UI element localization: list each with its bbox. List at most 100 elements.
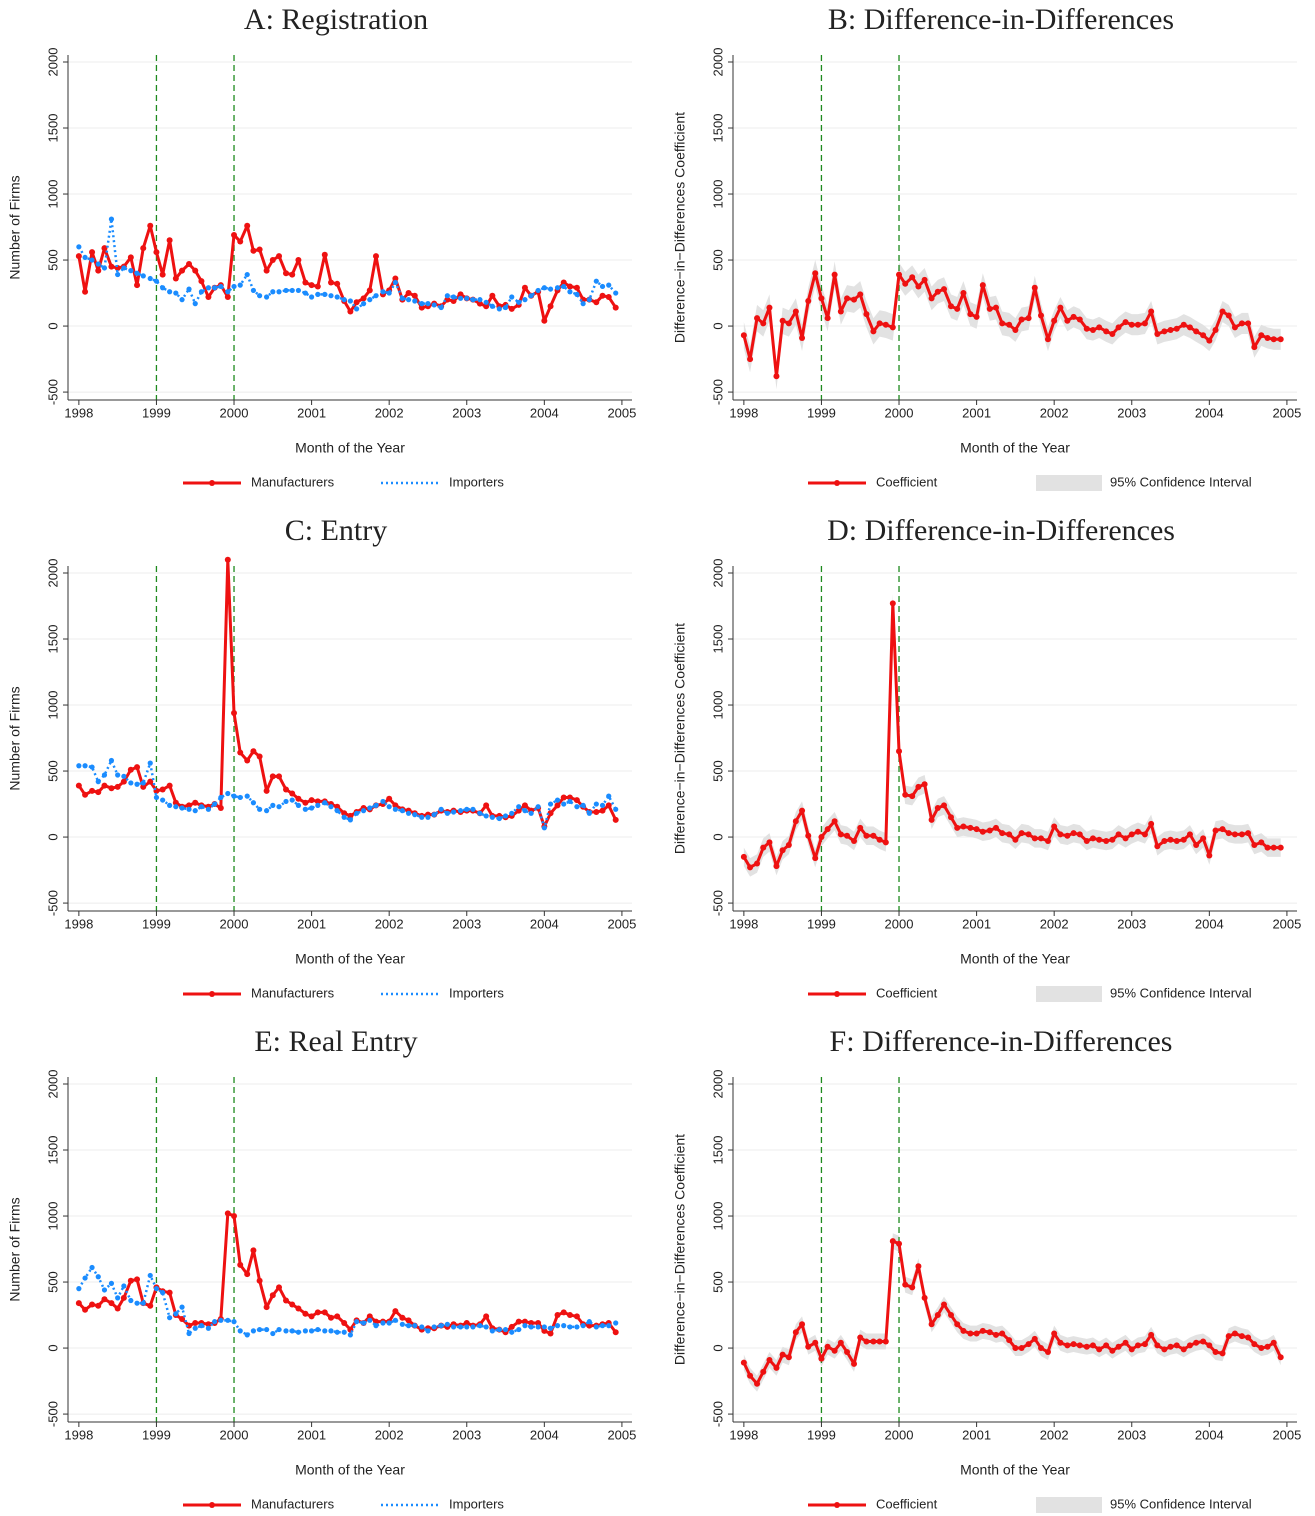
- point: [1219, 308, 1226, 315]
- point: [1277, 1354, 1284, 1361]
- point: [405, 1323, 412, 1329]
- point: [921, 781, 928, 788]
- point: [1141, 831, 1148, 838]
- point: [779, 847, 786, 854]
- point: [606, 282, 612, 288]
- x-tick-label: 2005: [1272, 916, 1301, 931]
- point: [159, 271, 166, 278]
- point: [508, 305, 515, 312]
- point: [561, 801, 567, 807]
- point: [915, 783, 922, 790]
- y-tick-label: 0: [710, 1344, 725, 1351]
- point: [1270, 1339, 1277, 1346]
- point: [747, 1372, 754, 1379]
- point: [282, 786, 289, 793]
- point: [1109, 330, 1116, 337]
- point: [405, 290, 412, 297]
- point: [114, 1305, 121, 1312]
- point: [450, 297, 457, 304]
- point: [605, 802, 612, 809]
- point: [250, 800, 257, 806]
- point: [314, 798, 321, 805]
- point: [779, 317, 786, 324]
- point: [954, 305, 961, 312]
- point: [773, 373, 780, 380]
- point: [128, 780, 134, 786]
- point: [1044, 838, 1051, 845]
- point: [477, 297, 483, 303]
- point: [147, 1272, 153, 1279]
- point: [1096, 836, 1103, 843]
- y-tick-label: 1000: [45, 1202, 60, 1231]
- legend-label: 95% Confidence Interval: [1110, 474, 1252, 489]
- point: [844, 1349, 851, 1356]
- point: [179, 805, 185, 811]
- point: [1161, 838, 1168, 845]
- point: [824, 826, 831, 833]
- point: [1057, 831, 1064, 838]
- y-tick-label: 2000: [710, 48, 725, 77]
- point: [837, 831, 844, 838]
- point: [766, 304, 773, 311]
- legend-label: 95% Confidence Interval: [1110, 985, 1252, 1000]
- x-tick-label: 2004: [1195, 405, 1224, 420]
- point: [82, 254, 88, 261]
- point: [173, 1311, 179, 1317]
- y-tick-label: -500: [45, 379, 60, 405]
- point: [547, 286, 554, 292]
- point: [76, 1286, 82, 1292]
- point: [237, 749, 244, 756]
- point: [1193, 328, 1200, 335]
- y-tick-label: 2000: [45, 48, 60, 77]
- series-line: [77, 224, 617, 323]
- point: [979, 828, 986, 835]
- point: [1109, 836, 1116, 843]
- point: [237, 1261, 244, 1268]
- point: [186, 802, 193, 809]
- point: [1264, 334, 1271, 341]
- point: [934, 1312, 941, 1319]
- point: [1064, 832, 1071, 839]
- point: [812, 270, 819, 277]
- point: [270, 1330, 276, 1337]
- point: [1173, 838, 1180, 845]
- point: [82, 1306, 89, 1313]
- point: [250, 247, 257, 254]
- point: [425, 814, 431, 820]
- point: [870, 1338, 877, 1345]
- y-axis-title: Number of Firms: [7, 1197, 23, 1301]
- point: [218, 283, 224, 290]
- y-tick-label: 1000: [710, 1202, 725, 1231]
- point: [1109, 1347, 1116, 1354]
- point: [561, 283, 567, 290]
- point: [380, 1320, 386, 1326]
- point: [992, 824, 999, 831]
- point: [941, 1301, 948, 1308]
- point: [244, 271, 250, 278]
- point: [186, 1330, 192, 1337]
- point: [244, 1332, 250, 1338]
- point: [483, 813, 489, 819]
- point: [128, 1297, 134, 1304]
- point: [353, 299, 360, 306]
- point: [457, 1324, 464, 1330]
- point: [1219, 1350, 1226, 1357]
- point: [593, 808, 600, 815]
- point: [1251, 1341, 1258, 1348]
- point: [1258, 839, 1265, 846]
- point: [450, 1324, 457, 1330]
- x-tick-label: 2001: [962, 1427, 991, 1442]
- point: [101, 1287, 108, 1293]
- point: [740, 1359, 747, 1366]
- point: [450, 809, 457, 815]
- point: [237, 1328, 243, 1334]
- point: [392, 275, 399, 282]
- point: [399, 1314, 406, 1321]
- point: [95, 1302, 102, 1309]
- x-tick-label: 2004: [1195, 916, 1224, 931]
- point: [889, 324, 896, 331]
- point: [89, 1264, 95, 1271]
- point: [573, 284, 580, 291]
- point: [140, 1300, 146, 1306]
- point: [1070, 313, 1077, 320]
